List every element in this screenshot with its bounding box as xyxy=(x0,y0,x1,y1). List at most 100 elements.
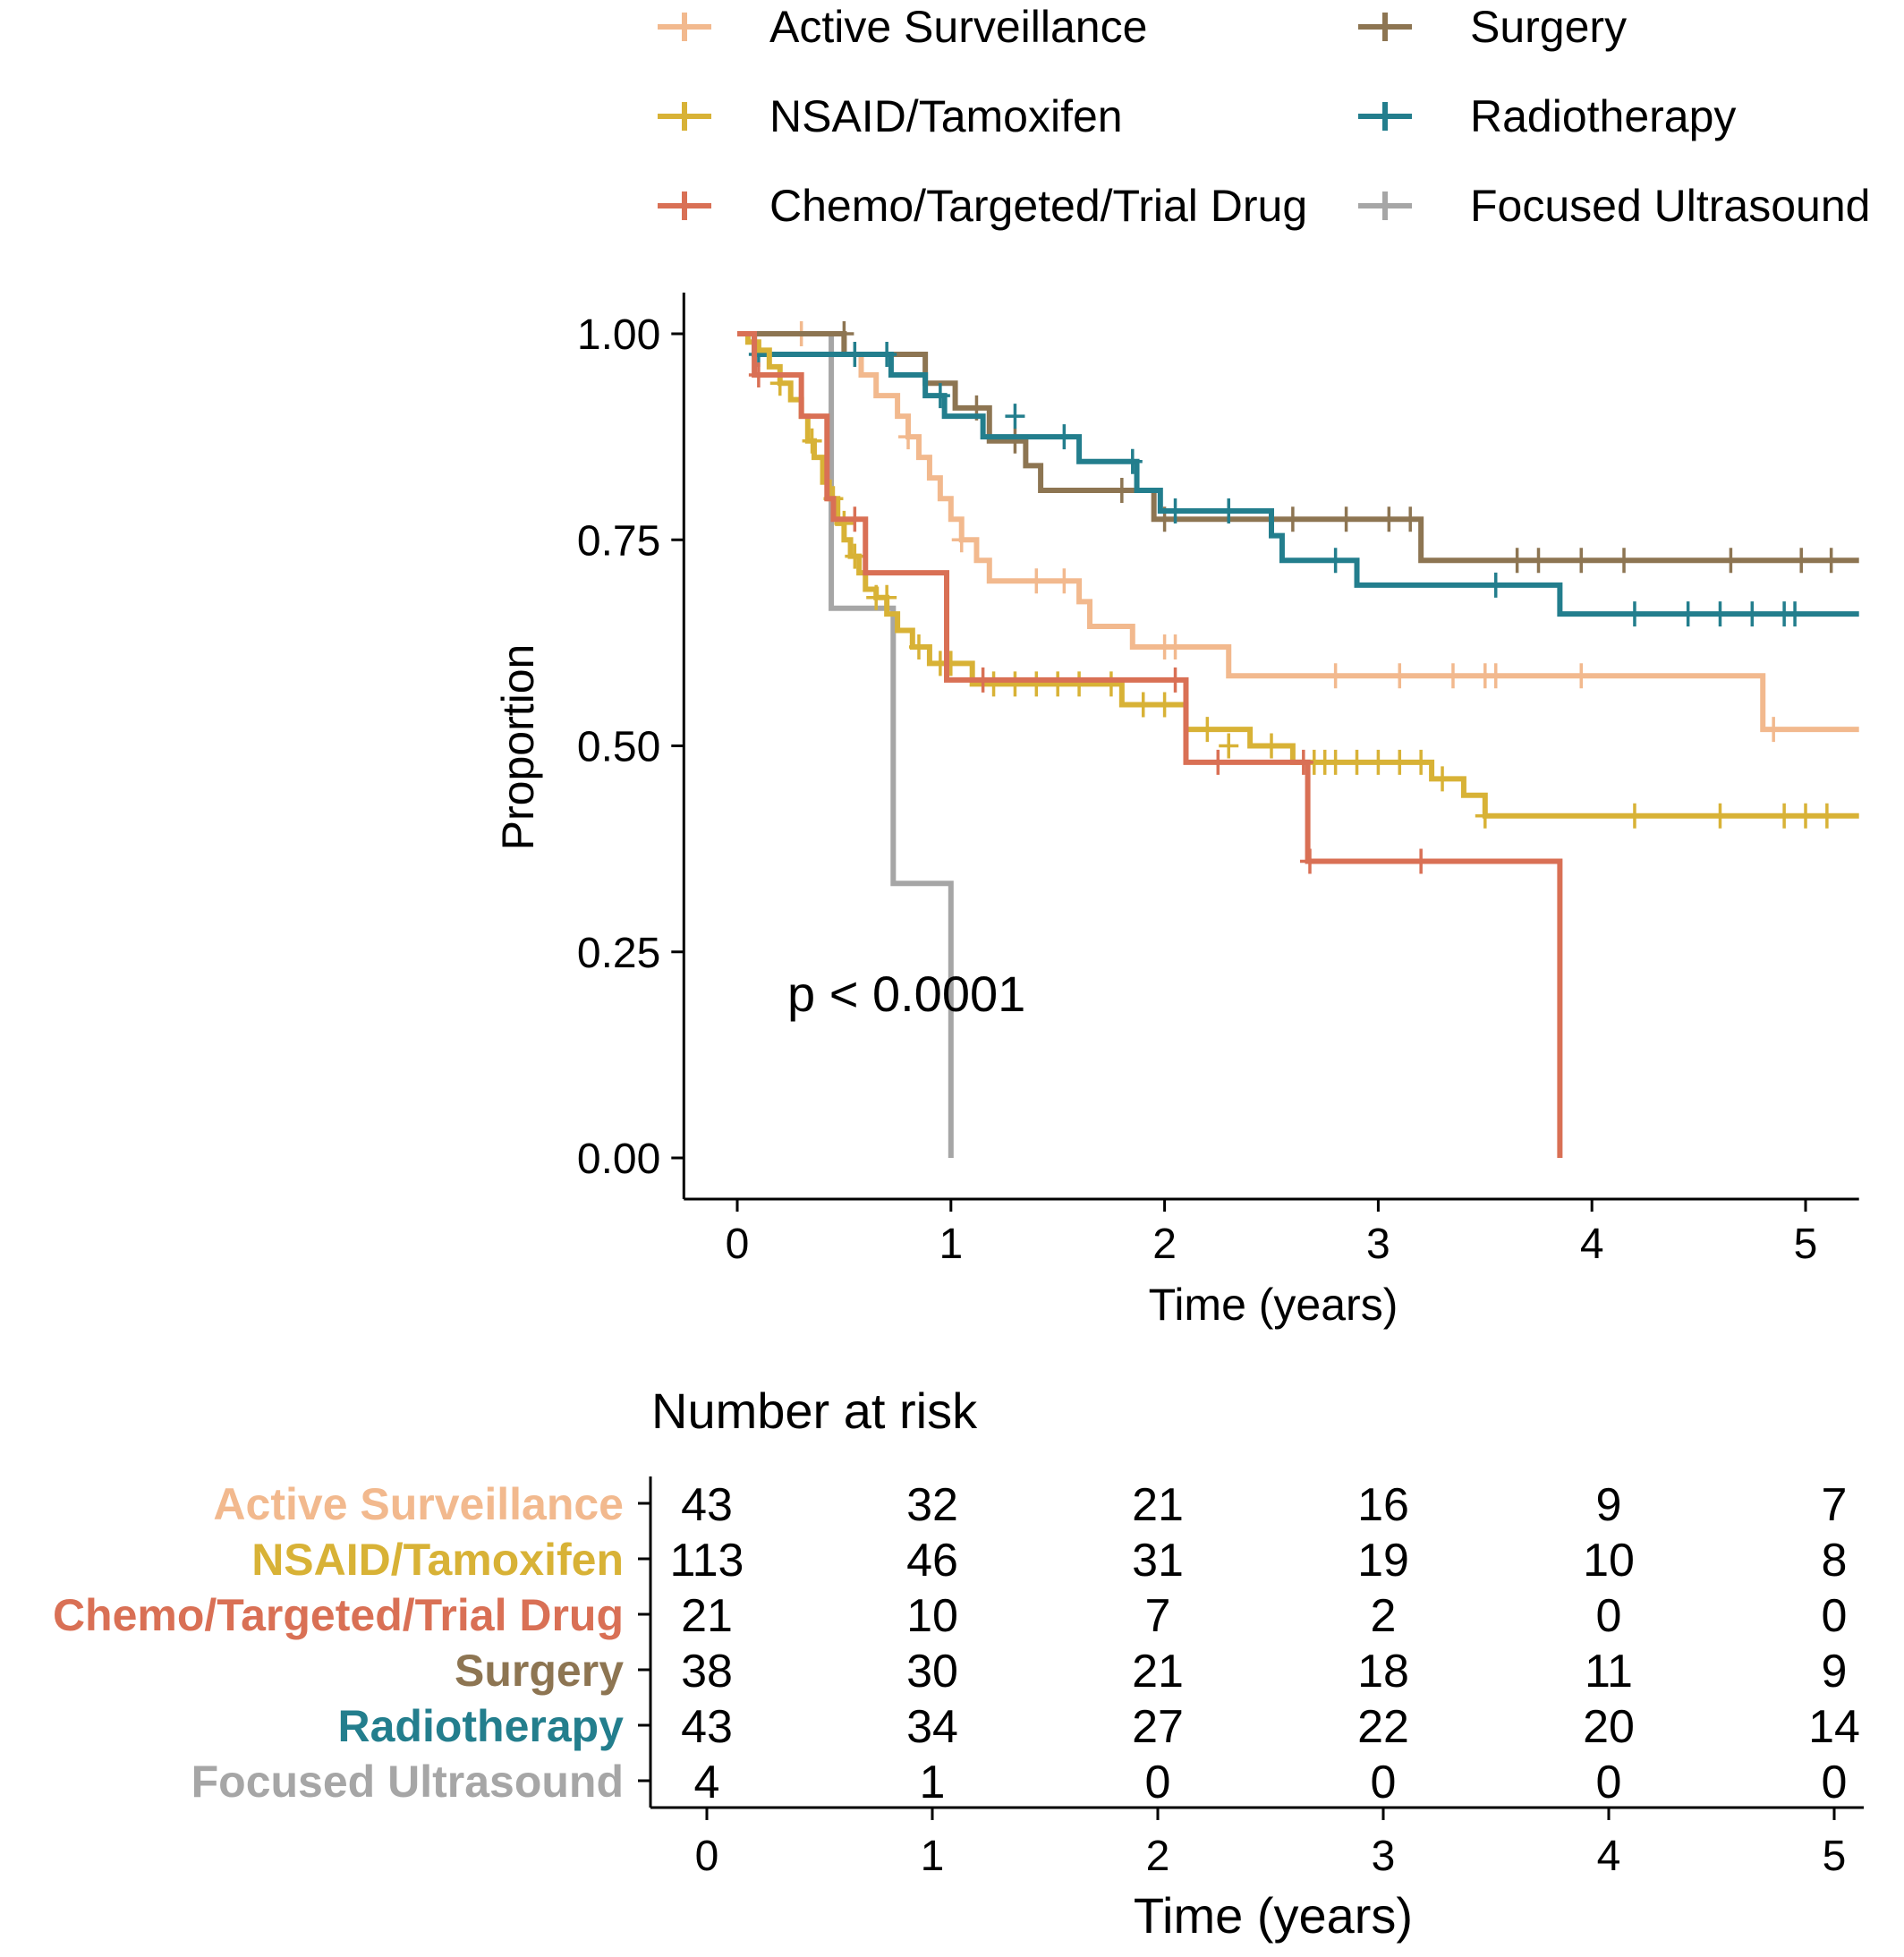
censor-mark xyxy=(845,543,865,569)
x-tick-label: 0 xyxy=(726,1221,750,1268)
censor-mark xyxy=(1048,671,1068,697)
risk-row-nsaid-tamoxifen: NSAID/Tamoxifen 113 46 31 19 10 8 xyxy=(251,1535,1847,1587)
risk-cell: 4 xyxy=(694,1757,720,1808)
censor-mark xyxy=(1347,749,1367,775)
censor-mark xyxy=(973,667,993,693)
censor-mark xyxy=(1005,404,1025,430)
censor-mark xyxy=(1742,601,1763,627)
risk-cell: 32 xyxy=(906,1479,958,1531)
risk-x-tick-label: 4 xyxy=(1597,1833,1621,1880)
risk-cell: 7 xyxy=(1145,1590,1171,1642)
risk-cell: 11 xyxy=(1585,1646,1633,1697)
risk-cell: 8 xyxy=(1822,1535,1848,1587)
censor-mark xyxy=(1390,663,1410,689)
censor-mark xyxy=(1054,424,1075,450)
censor-mark xyxy=(845,506,865,532)
risk-x-tick-label: 1 xyxy=(921,1833,945,1880)
legend-label: Focused Ultrasound xyxy=(1470,181,1870,231)
censor-mark xyxy=(898,424,919,450)
risk-cell: 31 xyxy=(1132,1535,1184,1587)
censor-mark xyxy=(1054,568,1075,594)
risk-x-tick-label: 5 xyxy=(1823,1833,1847,1880)
legend-item-surgery: Surgery xyxy=(1358,2,1627,52)
censor-mark xyxy=(1571,663,1592,689)
p-value-annotation: p < 0.0001 xyxy=(787,966,1025,1022)
risk-cell: 9 xyxy=(1822,1646,1848,1697)
legend-label: Chemo/Targeted/Trial Drug xyxy=(769,181,1307,231)
censor-mark xyxy=(1411,749,1432,775)
risk-cell: 0 xyxy=(1822,1590,1848,1642)
y-tick-label: 0.00 xyxy=(577,1136,660,1183)
risk-cell: 113 xyxy=(670,1535,744,1587)
censor-mark xyxy=(1005,671,1025,697)
risk-cell: 10 xyxy=(906,1590,958,1642)
risk-cell: 9 xyxy=(1596,1479,1622,1531)
censor-mark xyxy=(1219,733,1239,759)
censor-mark xyxy=(1721,548,1741,574)
risk-cell: 0 xyxy=(1822,1757,1848,1808)
risk-x-tick-label: 2 xyxy=(1146,1833,1170,1880)
risk-cell: 0 xyxy=(1596,1757,1622,1808)
censor-mark xyxy=(1678,601,1698,627)
risk-cell: 43 xyxy=(681,1701,733,1753)
risk-table-body: Active Surveillance 43 32 21 16 9 7NSAID/Tamox… xyxy=(53,1476,1864,1880)
risk-row-focused-ultrasound: Focused Ultrasound 4 1 0 0 0 0 xyxy=(191,1757,1848,1808)
risk-cell: 22 xyxy=(1357,1701,1409,1753)
legend-label: Surgery xyxy=(1470,2,1627,52)
censor-mark xyxy=(1390,749,1410,775)
censor-mark xyxy=(1485,663,1506,689)
risk-x-tick-label: 3 xyxy=(1372,1833,1396,1880)
censor-mark xyxy=(802,428,822,454)
risk-cell: 20 xyxy=(1583,1701,1635,1753)
censor-mark xyxy=(1282,506,1303,532)
risk-row-label: Radiotherapy xyxy=(337,1701,624,1751)
risk-row-label: Focused Ultrasound xyxy=(191,1757,624,1807)
censor-mark xyxy=(951,527,972,553)
risk-cell: 43 xyxy=(681,1479,733,1531)
risk-row-label: Chemo/Targeted/Trial Drug xyxy=(53,1590,624,1640)
risk-cell: 7 xyxy=(1822,1479,1848,1531)
risk-cell: 46 xyxy=(906,1535,958,1587)
risk-cell: 2 xyxy=(1371,1590,1397,1642)
risk-cell: 21 xyxy=(1132,1479,1184,1531)
x-tick-label: 1 xyxy=(939,1221,963,1268)
censor-mark xyxy=(1101,671,1121,697)
legend-item-nsaid-tamoxifen: NSAID/Tamoxifen xyxy=(658,91,1123,141)
series-nsaid-tamoxifen xyxy=(737,331,1859,829)
series-chemo-targeted-trial-drug xyxy=(737,331,1563,1158)
censor-mark xyxy=(1154,692,1175,718)
censor-mark xyxy=(1507,548,1527,574)
legend-label: Active Surveillance xyxy=(769,2,1147,52)
censor-mark xyxy=(1165,667,1186,693)
censor-mark xyxy=(834,510,854,536)
km-axes: 0.00 0.25 0.50 0.75 1.00 0 1 2 3 4 5 xyxy=(577,292,1859,1268)
y-tick-label: 0.50 xyxy=(577,724,660,771)
km-curves xyxy=(737,321,1859,1158)
censor-mark xyxy=(1614,548,1635,574)
censor-mark xyxy=(1400,506,1421,532)
legend-key xyxy=(658,102,711,131)
legend-key xyxy=(658,13,711,41)
legend-key xyxy=(1358,191,1412,220)
censor-mark xyxy=(1485,572,1506,598)
y-tick-label: 0.25 xyxy=(577,930,660,977)
km-curve-nsaid-tamoxifen xyxy=(737,331,1859,819)
legend-item-focused-ultrasound: Focused Ultrasound xyxy=(1358,181,1870,231)
censor-mark xyxy=(1208,749,1228,775)
x-axis-title: Time (years) xyxy=(1149,1280,1398,1330)
risk-row-label: NSAID/Tamoxifen xyxy=(251,1535,624,1585)
km-plot: 0.00 0.25 0.50 0.75 1.00 0 1 2 3 4 5 p < 0.0001 Pr… xyxy=(493,292,1859,1330)
risk-row-radiotherapy: Radiotherapy 43 34 27 22 20 14 xyxy=(337,1701,1859,1753)
y-tick-label: 0.75 xyxy=(577,517,660,565)
legend-item-chemo-targeted-trial-drug: Chemo/Targeted/Trial Drug xyxy=(658,181,1307,231)
risk-table-x-axis-title: Time (years) xyxy=(1134,1887,1413,1944)
risk-cell: 18 xyxy=(1357,1646,1409,1697)
censor-mark xyxy=(1475,803,1495,829)
risk-cell: 30 xyxy=(906,1646,958,1697)
censor-mark xyxy=(1165,634,1186,659)
censor-mark xyxy=(1197,717,1218,743)
risk-cell: 0 xyxy=(1145,1757,1171,1808)
censor-mark xyxy=(1785,601,1806,627)
risk-cell: 14 xyxy=(1808,1701,1860,1753)
